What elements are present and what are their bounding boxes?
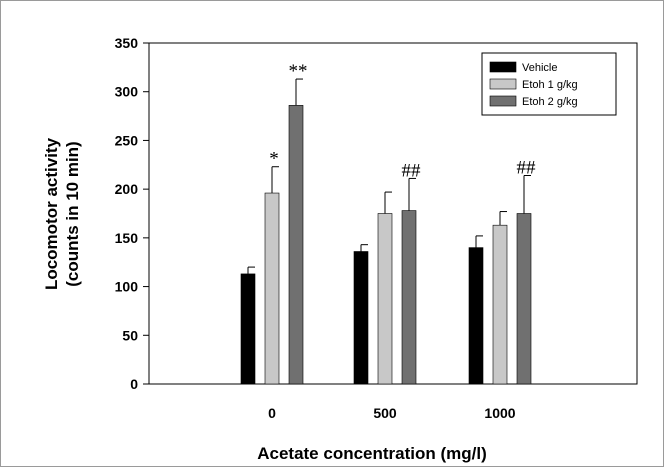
y-tick-label: 100	[115, 279, 139, 295]
legend-label: Etoh 1 g/kg	[522, 79, 578, 91]
bar	[353, 251, 369, 385]
x-tick-label: 500	[373, 405, 397, 421]
y-tick-label: 150	[115, 230, 139, 246]
bar	[377, 213, 393, 385]
y-axis-label-line2: (counts in 10 min)	[63, 141, 82, 286]
bar	[264, 192, 280, 385]
bar	[516, 213, 532, 385]
significance-annotation: ##	[517, 158, 537, 179]
legend-swatch	[489, 61, 517, 73]
significance-annotation: *	[269, 149, 279, 170]
x-tick-label: 1000	[484, 405, 515, 421]
x-axis-label: Acetate concentration (mg/l)	[257, 444, 487, 463]
legend-swatch	[489, 78, 517, 90]
significance-annotation: **	[289, 61, 308, 82]
legend-label: Etoh 2 g/kg	[522, 96, 578, 108]
plot-frame	[148, 42, 638, 385]
y-tick-label: 0	[130, 376, 138, 392]
bar	[288, 105, 304, 385]
y-axis-label-line1: Locomotor activity	[42, 137, 61, 290]
y-tick-label: 300	[115, 84, 139, 100]
legend-swatch	[489, 95, 517, 107]
bar	[401, 210, 417, 385]
y-tick-label: 350	[115, 35, 139, 51]
x-tick-label: 0	[268, 405, 276, 421]
y-tick-label: 200	[115, 181, 139, 197]
legend-label: Vehicle	[522, 62, 557, 74]
bar	[240, 273, 256, 385]
y-tick-label: 50	[122, 327, 138, 343]
bar	[468, 247, 484, 385]
bar	[492, 224, 508, 385]
significance-annotation: ##	[402, 160, 422, 181]
y-tick-label: 250	[115, 132, 139, 148]
